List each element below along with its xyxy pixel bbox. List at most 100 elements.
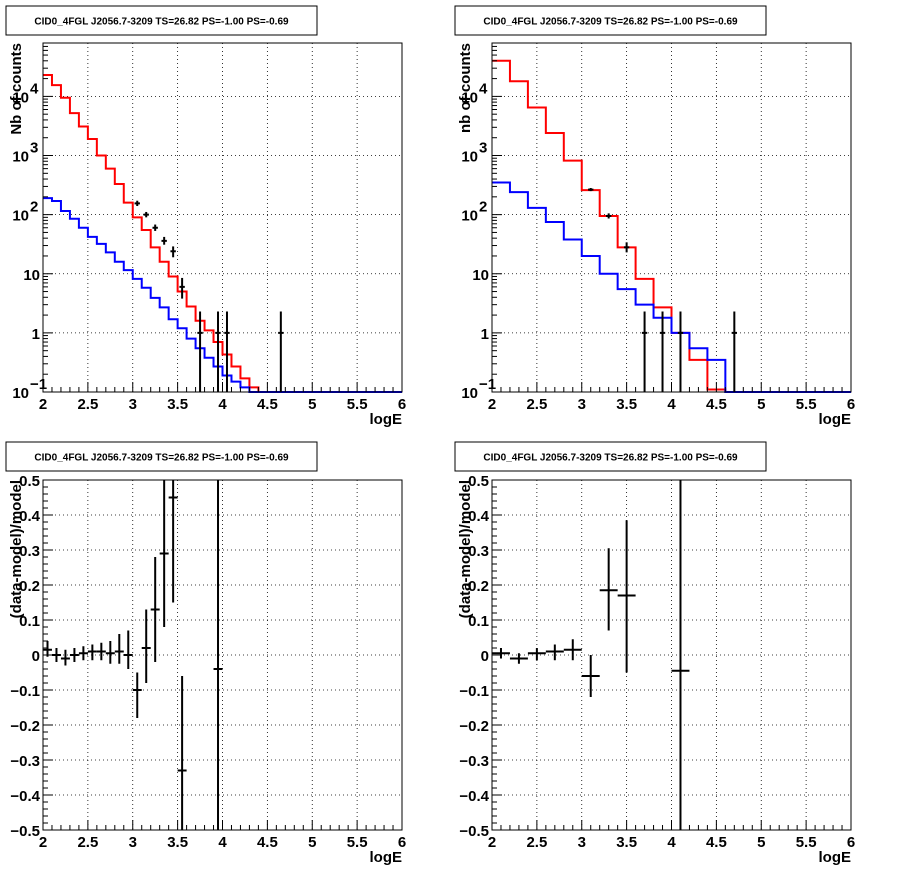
- y-tick-exponent: −1: [479, 376, 496, 393]
- x-tick-label: 5.5: [796, 834, 817, 851]
- x-axis-label: logE: [819, 849, 852, 866]
- x-axis-label: logE: [819, 411, 852, 428]
- y-tick-label: 1: [481, 326, 489, 343]
- data-point: [105, 641, 115, 664]
- y-tick-label: 0.1: [19, 613, 40, 630]
- x-tick-label: 5.5: [347, 834, 368, 851]
- title-box: [5, 5, 318, 36]
- data-point: [492, 648, 510, 659]
- x-tick-label: 2.5: [526, 396, 547, 413]
- data-points: [588, 188, 738, 392]
- data-point: [69, 648, 79, 662]
- data-points: [43, 480, 223, 830]
- x-tick-label: 5.5: [347, 396, 368, 413]
- y-tick-label: 0.2: [468, 578, 489, 595]
- y-tick-label: 10: [12, 385, 29, 402]
- data-point: [177, 676, 187, 830]
- data-point: [278, 311, 284, 392]
- x-tick-label: 3.5: [616, 396, 637, 413]
- x-axis-label: logE: [370, 849, 403, 866]
- data-point: [677, 311, 684, 392]
- data-point: [605, 213, 612, 219]
- y-axis-label: Nb of counts: [8, 43, 25, 135]
- data-point: [179, 277, 185, 299]
- data-point: [143, 211, 149, 218]
- grid: [492, 480, 851, 830]
- y-axis: −0.5 −0.4 −0.3 −0.2 −0.1 0 0.1 0.2 0.3 0.4 0.5: [459, 473, 502, 840]
- x-tick-label: 6: [398, 396, 406, 413]
- data-point: [132, 672, 142, 718]
- data-point: [170, 246, 176, 258]
- x-tick-label: 3: [578, 396, 586, 413]
- y-tick-exponent: −1: [30, 376, 47, 393]
- y-tick-label: 0: [481, 648, 489, 665]
- y-tick-label: 0.4: [468, 508, 490, 525]
- y-tick-label: 10: [461, 208, 478, 225]
- data-point: [545, 644, 564, 661]
- plot-title: CID0_4FGL J2056.7-3209 TS=26.82 PS=-1.00…: [483, 17, 738, 28]
- x-tick-label: 5.5: [796, 396, 817, 413]
- y-tick-label: 0.5: [468, 473, 489, 490]
- x-tick-label: 5: [757, 396, 765, 413]
- data-point: [641, 311, 648, 392]
- data-point: [731, 311, 738, 392]
- y-tick-label: −0.4: [459, 788, 489, 805]
- y-tick-label: 0.1: [468, 613, 489, 630]
- data-point: [599, 548, 618, 631]
- grid: [43, 480, 402, 830]
- data-point: [588, 188, 594, 192]
- y-tick-label: 0.4: [19, 508, 41, 525]
- y-tick-label: 0.3: [19, 543, 40, 560]
- histogram-series-1: [43, 74, 402, 393]
- y-tick-label: 10: [23, 267, 40, 284]
- plot-pad-2: CID0_4FGL J2056.7-3209 TS=26.82 PS=-1.00…: [454, 5, 855, 428]
- x-tick-label: 3: [129, 396, 137, 413]
- y-tick-label: −0.5: [10, 823, 40, 840]
- x-tick-label: 4: [218, 834, 227, 851]
- y-axis-label: (data-model)/model: [457, 480, 474, 618]
- y-tick-label: −0.2: [10, 718, 40, 735]
- x-tick-label: 4: [218, 396, 227, 413]
- data-point: [60, 649, 70, 666]
- data-point: [43, 641, 52, 657]
- x-tick-label: 5: [757, 834, 765, 851]
- x-tick-label: 2.5: [526, 834, 547, 851]
- title-box: [454, 5, 767, 36]
- y-tick-label: −0.3: [10, 753, 40, 770]
- y-tick-label: 0.3: [468, 543, 489, 560]
- y-axis: −0.5 −0.4 −0.3 −0.2 −0.1 0 0.1 0.2 0.3 0.4 0.5: [10, 473, 53, 840]
- data-point: [161, 236, 167, 245]
- data-point: [150, 557, 160, 662]
- data-point: [215, 311, 221, 392]
- y-tick-exponent: 2: [479, 199, 487, 216]
- y-axis-label: nb of counts: [457, 43, 474, 133]
- y-tick-label: −0.1: [459, 683, 489, 700]
- y-tick-exponent: 4: [30, 80, 39, 97]
- data-point: [671, 480, 690, 830]
- y-tick-label: 0.5: [19, 473, 40, 490]
- data-point: [581, 655, 600, 697]
- y-tick-label: −0.3: [459, 753, 489, 770]
- y-tick-label: 10: [461, 385, 478, 402]
- x-axis: 2 2.5 3 3.5 4 4.5 5 5.5 6: [488, 382, 855, 413]
- data-point: [51, 648, 61, 662]
- x-axis: 2 2.5 3 3.5 4 4.5 5 5.5 6: [39, 820, 406, 851]
- x-tick-label: 3: [578, 834, 586, 851]
- x-tick-label: 4: [667, 396, 676, 413]
- data-point: [623, 242, 630, 253]
- x-tick-label: 5: [308, 396, 316, 413]
- data-point: [527, 648, 546, 661]
- y-tick-label: 10: [472, 267, 489, 284]
- y-tick-label: 1: [32, 326, 40, 343]
- x-tick-label: 4.5: [706, 834, 727, 851]
- x-tick-label: 3.5: [167, 396, 188, 413]
- x-tick-label: 2: [488, 834, 496, 851]
- data-point: [159, 480, 169, 627]
- y-tick-label: 10: [461, 149, 478, 166]
- data-point: [78, 646, 88, 661]
- x-tick-label: 3: [129, 834, 137, 851]
- x-tick-label: 4.5: [257, 396, 278, 413]
- data-point: [87, 644, 97, 661]
